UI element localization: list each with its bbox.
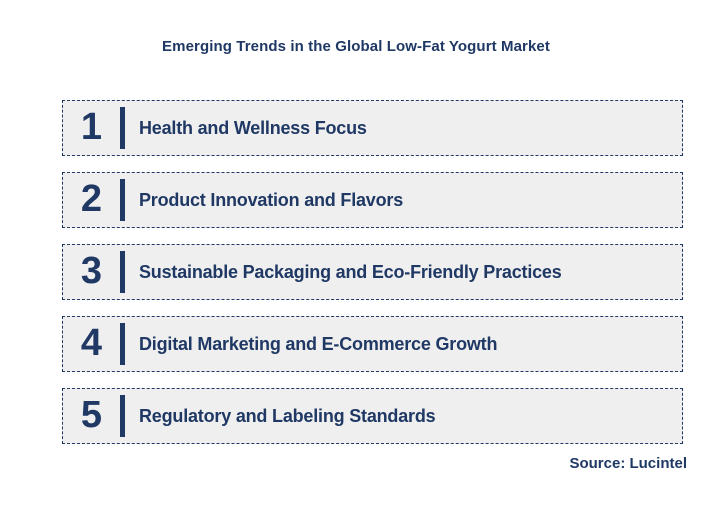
list-item: 5 Regulatory and Labeling Standards — [62, 388, 683, 444]
trend-label: Product Innovation and Flavors — [139, 189, 404, 210]
trend-label: Health and Wellness Focus — [139, 117, 367, 138]
trend-rank-number: 2 — [80, 178, 103, 220]
trend-list: 1 Health and Wellness Focus 2 Product In… — [62, 100, 683, 460]
list-item: 3 Sustainable Packaging and Eco-Friendly… — [62, 244, 683, 300]
list-item: 2 Product Innovation and Flavors — [62, 172, 683, 228]
trend-label: Sustainable Packaging and Eco-Friendly P… — [139, 261, 562, 282]
source-attribution: Source: Lucintel — [569, 455, 687, 472]
list-item: 1 Health and Wellness Focus — [62, 100, 683, 156]
trend-rank-number: 5 — [80, 394, 103, 436]
trend-label: Digital Marketing and E-Commerce Growth — [139, 333, 498, 354]
trend-rank-number: 3 — [80, 250, 103, 292]
trend-rank-number: 4 — [80, 322, 103, 364]
vertical-divider-bar — [120, 395, 125, 437]
list-item: 4 Digital Marketing and E-Commerce Growt… — [62, 316, 683, 372]
vertical-divider-bar — [120, 179, 125, 221]
vertical-divider-bar — [120, 251, 125, 293]
vertical-divider-bar — [120, 107, 125, 149]
trend-label: Regulatory and Labeling Standards — [139, 405, 436, 426]
trend-rank-number: 1 — [80, 106, 103, 148]
vertical-divider-bar — [120, 323, 125, 365]
page-title: Emerging Trends in the Global Low-Fat Yo… — [162, 38, 550, 55]
